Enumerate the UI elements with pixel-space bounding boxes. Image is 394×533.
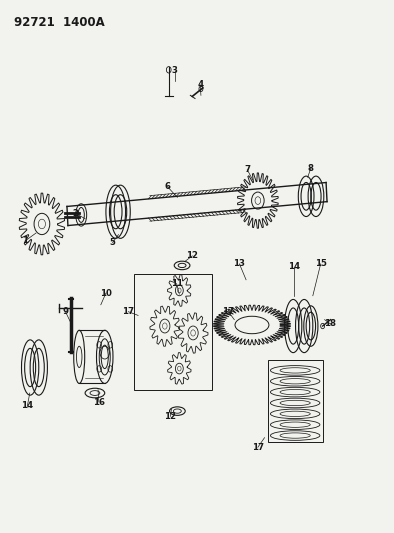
Text: 14: 14 bbox=[288, 262, 301, 271]
Text: 9: 9 bbox=[63, 307, 69, 316]
Text: 14: 14 bbox=[21, 401, 33, 410]
Text: 12: 12 bbox=[186, 252, 198, 260]
Text: 4: 4 bbox=[197, 80, 203, 89]
Text: 12: 12 bbox=[164, 412, 176, 421]
Bar bbox=[268, 360, 323, 442]
Text: 17: 17 bbox=[222, 307, 234, 316]
Text: 5: 5 bbox=[110, 238, 115, 247]
Text: 18: 18 bbox=[325, 319, 336, 328]
Text: 17: 17 bbox=[122, 307, 134, 316]
Text: 17: 17 bbox=[252, 443, 264, 452]
Text: 11: 11 bbox=[171, 279, 182, 288]
Text: 15: 15 bbox=[315, 260, 327, 268]
Text: 10: 10 bbox=[100, 288, 112, 297]
Text: 6: 6 bbox=[165, 182, 171, 191]
Text: 2: 2 bbox=[72, 209, 78, 218]
Text: 92721  1400A: 92721 1400A bbox=[15, 15, 105, 29]
Text: 8: 8 bbox=[308, 164, 314, 173]
Text: 1: 1 bbox=[22, 237, 28, 246]
Text: 7: 7 bbox=[244, 165, 250, 174]
Text: 16: 16 bbox=[93, 398, 105, 407]
Bar bbox=[134, 274, 212, 390]
Text: 13: 13 bbox=[233, 260, 245, 268]
Text: 3: 3 bbox=[172, 67, 178, 75]
